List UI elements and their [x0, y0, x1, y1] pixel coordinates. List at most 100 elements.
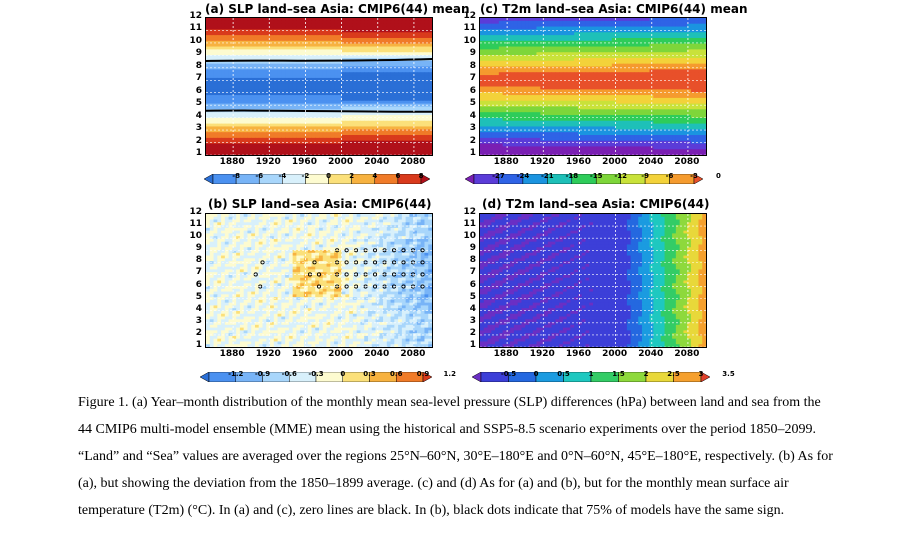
- heatmap-cell: [221, 32, 226, 36]
- heatmap-cell: [585, 115, 590, 119]
- heatmap-cell: [510, 106, 515, 110]
- heatmap-cell: [416, 32, 422, 36]
- heatmap-cell: [270, 120, 275, 125]
- heatmap-cell: [540, 52, 545, 56]
- heatmap-cell: [375, 106, 380, 110]
- heatmap-cell: [228, 123, 233, 128]
- heatmap-cell: [228, 100, 233, 105]
- heatmap-cell: [352, 120, 358, 125]
- heatmap-cell: [390, 126, 395, 130]
- heatmap-cell: [292, 92, 297, 96]
- heatmap-cell: [672, 52, 677, 56]
- heatmap-cell: [653, 32, 658, 36]
- heatmap-cell: [345, 63, 350, 68]
- heatmap-cell: [209, 37, 215, 42]
- heatmap-cell: [307, 77, 313, 82]
- heatmap-cell: [690, 89, 696, 93]
- heatmap-cell: [570, 80, 575, 85]
- heatmap-cell: [341, 95, 346, 99]
- heatmap-cell: [428, 80, 432, 85]
- heatmap-cell: [405, 32, 410, 36]
- heatmap-cell: [371, 49, 377, 53]
- heatmap-cell: [687, 18, 692, 22]
- heatmap-cell: [322, 66, 328, 70]
- heatmap-cell: [510, 95, 515, 99]
- heatmap-cell: [307, 57, 313, 62]
- heatmap-cell: [679, 40, 684, 45]
- heatmap-cell: [540, 95, 545, 99]
- heatmap-cell: [303, 112, 309, 116]
- heatmap-cell: [645, 26, 651, 31]
- heatmap-cell: [623, 43, 628, 48]
- heatmap-cell: [258, 115, 264, 119]
- heatmap-cell: [615, 89, 620, 93]
- heatmap-cell: [608, 55, 613, 59]
- heatmap-cell: [258, 137, 264, 142]
- heatmap-cell: [532, 55, 538, 59]
- heatmap-cell: [315, 149, 320, 153]
- heatmap-cell: [228, 55, 233, 59]
- heatmap-cell: [645, 95, 651, 99]
- heatmap-cell: [288, 52, 294, 56]
- heatmap-cell: [608, 52, 613, 56]
- heatmap-cell: [608, 109, 613, 113]
- heatmap-cell: [356, 95, 362, 99]
- heatmap-cell: [254, 123, 260, 128]
- heatmap-cell: [420, 20, 426, 25]
- heatmap-cell: [319, 95, 324, 99]
- heatmap-cell: [641, 72, 647, 76]
- heatmap-cell: [585, 57, 590, 62]
- heatmap-cell: [367, 72, 373, 76]
- heatmap-cell: [270, 152, 275, 155]
- heatmap-cell: [341, 137, 346, 142]
- heatmap-cell: [262, 37, 267, 42]
- heatmap-cell: [428, 86, 432, 90]
- heatmap-cell: [593, 92, 598, 96]
- heatmap-cell: [236, 86, 241, 90]
- heatmap-cell: [611, 83, 617, 88]
- heatmap-cell: [645, 77, 651, 82]
- heatmap-cell: [521, 106, 526, 110]
- heatmap-cell: [495, 52, 500, 56]
- heatmap-cell: [383, 103, 388, 108]
- heatmap-cell: [371, 32, 377, 36]
- heatmap-cell: [608, 40, 613, 45]
- heatmap-cell: [559, 112, 564, 116]
- heatmap-cell: [360, 146, 365, 150]
- heatmap-cell: [390, 49, 395, 53]
- heatmap-cell: [405, 152, 410, 155]
- heatmap-cell: [645, 100, 651, 105]
- heatmap-cell: [510, 60, 515, 65]
- heatmap-cell: [559, 80, 564, 85]
- heatmap-cell: [555, 66, 560, 70]
- heatmap-cell: [262, 32, 267, 36]
- heatmap-cell: [364, 135, 369, 139]
- heatmap-cell: [589, 75, 594, 79]
- heatmap-cell: [360, 35, 365, 39]
- heatmap-cell: [409, 32, 414, 36]
- heatmap-cell: [243, 103, 249, 108]
- heatmap-cell: [513, 109, 519, 113]
- heatmap-cell: [491, 32, 496, 36]
- heatmap-cell: [528, 57, 534, 62]
- heatmap-cell: [498, 40, 504, 45]
- heatmap-cell: [581, 92, 587, 96]
- heatmap-cell: [690, 49, 696, 53]
- heatmap-cell: [630, 52, 636, 56]
- heatmap-cell: [307, 32, 313, 36]
- heatmap-cell: [228, 63, 233, 68]
- heatmap-cell: [349, 123, 354, 128]
- heatmap-cell: [638, 80, 643, 85]
- heatmap-cell: [401, 18, 407, 22]
- heatmap-cell: [266, 120, 271, 125]
- heatmap-cell: [608, 75, 613, 79]
- heatmap-cell: [262, 20, 267, 25]
- heatmap-cell: [420, 95, 426, 99]
- heatmap-cell: [379, 152, 384, 155]
- heatmap-cell: [574, 86, 579, 90]
- heatmap-cell: [668, 95, 673, 99]
- heatmap-cell: [562, 32, 568, 36]
- heatmap-cell: [307, 100, 313, 105]
- heatmap-cell: [364, 97, 369, 102]
- heatmap-cell: [398, 152, 403, 155]
